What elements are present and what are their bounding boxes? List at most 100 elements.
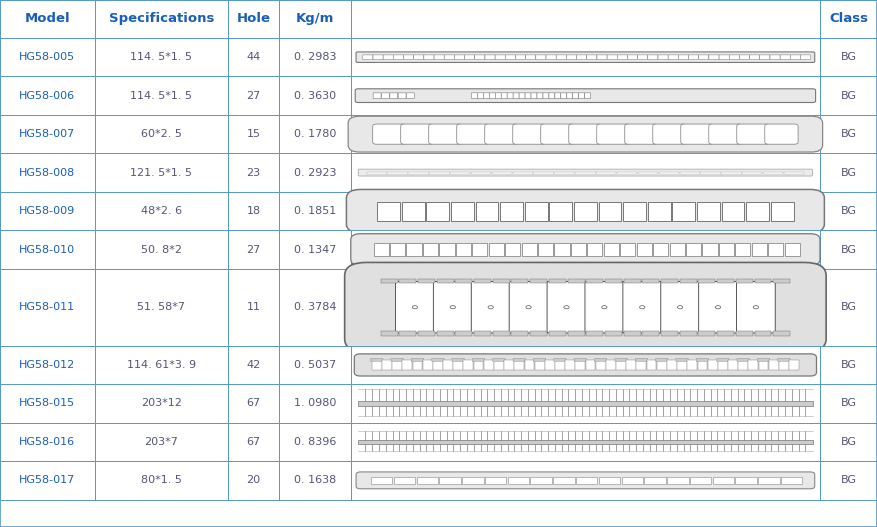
Bar [228, 76, 279, 115]
Bar [500, 201, 523, 220]
FancyBboxPatch shape [496, 93, 502, 99]
Bar [423, 243, 438, 256]
Bar [402, 201, 424, 220]
Bar [661, 279, 678, 283]
FancyBboxPatch shape [709, 55, 719, 60]
Bar [228, 115, 279, 153]
Bar [624, 279, 640, 283]
FancyBboxPatch shape [737, 358, 749, 362]
FancyBboxPatch shape [717, 358, 729, 362]
Bar [0, 269, 95, 346]
Bar [279, 38, 351, 76]
Bar [403, 360, 412, 369]
Bar [588, 243, 602, 256]
Text: 42: 42 [246, 360, 260, 370]
Bar [514, 360, 524, 369]
Bar [697, 201, 720, 220]
Bar [0, 384, 95, 423]
Bar [450, 171, 470, 173]
FancyBboxPatch shape [750, 55, 759, 60]
Text: 0. 2923: 0. 2923 [294, 168, 336, 178]
Bar [351, 230, 820, 269]
Text: 44: 44 [246, 52, 260, 62]
FancyBboxPatch shape [719, 55, 729, 60]
Bar [538, 243, 553, 256]
FancyBboxPatch shape [781, 55, 790, 60]
FancyBboxPatch shape [699, 55, 709, 60]
Text: 0. 3630: 0. 3630 [294, 91, 336, 101]
Bar [531, 331, 547, 336]
Bar [535, 360, 545, 369]
FancyBboxPatch shape [471, 281, 510, 333]
FancyBboxPatch shape [507, 93, 513, 99]
FancyBboxPatch shape [585, 281, 624, 333]
Bar [351, 38, 820, 76]
Bar [586, 360, 595, 369]
FancyBboxPatch shape [371, 358, 383, 362]
FancyBboxPatch shape [585, 93, 591, 99]
FancyBboxPatch shape [617, 55, 627, 60]
FancyBboxPatch shape [658, 55, 668, 60]
Bar [394, 477, 415, 484]
Bar [508, 477, 529, 484]
Bar [409, 171, 429, 173]
FancyBboxPatch shape [543, 93, 549, 99]
FancyBboxPatch shape [496, 55, 505, 60]
Text: HG58-017: HG58-017 [19, 475, 75, 485]
Circle shape [412, 306, 417, 309]
Bar [746, 201, 769, 220]
Bar [505, 243, 520, 256]
Bar [553, 477, 574, 484]
FancyBboxPatch shape [485, 124, 518, 144]
Bar [736, 243, 751, 256]
Bar [604, 243, 619, 256]
FancyBboxPatch shape [403, 55, 414, 60]
FancyBboxPatch shape [454, 55, 465, 60]
Bar [279, 346, 351, 384]
FancyBboxPatch shape [652, 124, 686, 144]
Bar [95, 423, 228, 461]
Bar [279, 192, 351, 230]
FancyBboxPatch shape [355, 89, 816, 102]
Bar [638, 171, 658, 173]
Bar [0, 423, 95, 461]
Bar [95, 115, 228, 153]
Circle shape [526, 306, 531, 309]
Bar [455, 331, 473, 336]
Bar [680, 331, 696, 336]
Bar [575, 360, 585, 369]
Bar [820, 153, 877, 192]
FancyBboxPatch shape [681, 124, 714, 144]
Text: HG58-007: HG58-007 [19, 129, 75, 139]
Bar [513, 171, 533, 173]
Bar [279, 115, 351, 153]
FancyBboxPatch shape [648, 55, 658, 60]
Text: 114. 61*3. 9: 114. 61*3. 9 [127, 360, 196, 370]
Bar [763, 171, 783, 173]
Text: 50. 8*2: 50. 8*2 [141, 245, 182, 255]
Bar [820, 38, 877, 76]
Bar [531, 279, 547, 283]
Bar [624, 201, 646, 220]
Bar [493, 331, 510, 336]
Bar [637, 243, 652, 256]
Bar [484, 360, 494, 369]
FancyBboxPatch shape [351, 233, 820, 265]
Bar [768, 243, 783, 256]
FancyBboxPatch shape [739, 55, 750, 60]
Bar [279, 423, 351, 461]
FancyBboxPatch shape [607, 55, 617, 60]
Circle shape [678, 306, 683, 309]
Bar [820, 269, 877, 346]
FancyBboxPatch shape [510, 281, 548, 333]
FancyBboxPatch shape [396, 281, 434, 333]
Bar [0, 461, 95, 500]
FancyBboxPatch shape [676, 358, 688, 362]
Bar [433, 360, 443, 369]
FancyBboxPatch shape [757, 358, 770, 362]
FancyBboxPatch shape [525, 55, 536, 60]
FancyBboxPatch shape [537, 93, 543, 99]
Text: BG: BG [840, 360, 857, 370]
Text: HG58-005: HG58-005 [19, 52, 75, 62]
FancyBboxPatch shape [390, 93, 398, 99]
